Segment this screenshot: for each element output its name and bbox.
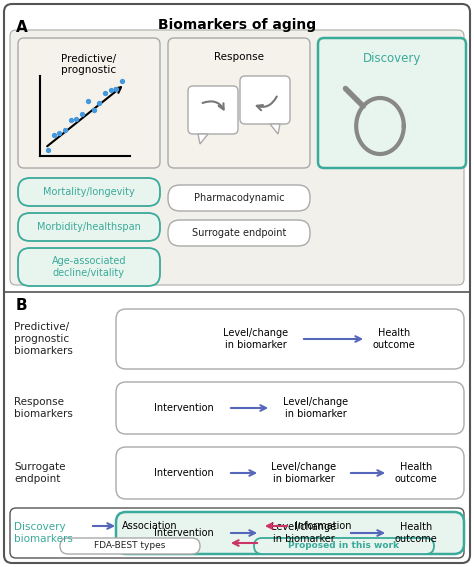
Text: Level/change
in biomarker: Level/change in biomarker xyxy=(272,462,337,484)
Text: Proposed in this work: Proposed in this work xyxy=(289,541,400,551)
FancyBboxPatch shape xyxy=(10,30,464,285)
Text: prognostic: prognostic xyxy=(62,65,117,75)
FancyBboxPatch shape xyxy=(116,382,464,434)
Text: B: B xyxy=(16,298,27,313)
Text: Intervention: Intervention xyxy=(154,403,214,413)
Point xyxy=(55,128,63,137)
Text: FDA-BEST types: FDA-BEST types xyxy=(94,541,166,551)
FancyBboxPatch shape xyxy=(18,178,160,206)
FancyBboxPatch shape xyxy=(254,538,434,554)
Polygon shape xyxy=(270,124,280,134)
FancyBboxPatch shape xyxy=(240,76,290,124)
Text: Level/change
in biomarker: Level/change in biomarker xyxy=(223,328,289,350)
Text: Predictive/
prognostic
biomarkers: Predictive/ prognostic biomarkers xyxy=(14,323,73,356)
FancyBboxPatch shape xyxy=(168,220,310,246)
FancyBboxPatch shape xyxy=(10,508,464,558)
Text: Surrogate
endpoint: Surrogate endpoint xyxy=(14,462,65,484)
Text: A: A xyxy=(16,20,28,35)
FancyBboxPatch shape xyxy=(116,447,464,499)
FancyBboxPatch shape xyxy=(168,38,310,168)
FancyBboxPatch shape xyxy=(168,185,310,211)
Text: Predictive/: Predictive/ xyxy=(62,54,117,64)
Point xyxy=(107,86,114,95)
Text: Discovery: Discovery xyxy=(363,52,421,65)
Text: Pharmacodynamic: Pharmacodynamic xyxy=(194,193,284,203)
FancyBboxPatch shape xyxy=(18,248,160,286)
FancyBboxPatch shape xyxy=(60,538,200,554)
Text: Level/change
in biomarker: Level/change in biomarker xyxy=(272,522,337,544)
FancyBboxPatch shape xyxy=(4,4,470,563)
FancyBboxPatch shape xyxy=(318,38,466,168)
Text: Morbidity/healthspan: Morbidity/healthspan xyxy=(37,222,141,232)
Text: Level/change
in biomarker: Level/change in biomarker xyxy=(283,397,348,419)
Text: Information: Information xyxy=(295,521,352,531)
Text: Surrogate endpoint: Surrogate endpoint xyxy=(192,228,286,238)
Point xyxy=(44,146,52,155)
FancyBboxPatch shape xyxy=(18,38,160,168)
Text: Intervention: Intervention xyxy=(154,528,214,538)
Text: Health
outcome: Health outcome xyxy=(395,462,438,484)
Text: Response
biomarkers: Response biomarkers xyxy=(14,397,73,419)
Text: Health
outcome: Health outcome xyxy=(373,328,415,350)
Point xyxy=(61,126,69,135)
Point xyxy=(67,115,74,124)
Point xyxy=(84,96,91,105)
Text: Intervention: Intervention xyxy=(154,468,214,478)
FancyBboxPatch shape xyxy=(188,86,238,134)
Text: Response: Response xyxy=(214,52,264,62)
Point xyxy=(95,99,103,108)
Text: Biomarkers of aging: Biomarkers of aging xyxy=(158,18,316,32)
Point xyxy=(78,110,86,119)
FancyBboxPatch shape xyxy=(18,213,160,241)
Point xyxy=(101,88,109,98)
Text: Age-associated
decline/vitality: Age-associated decline/vitality xyxy=(52,256,126,278)
Text: Mortality/longevity: Mortality/longevity xyxy=(43,187,135,197)
Text: Discovery
biomarkers: Discovery biomarkers xyxy=(14,522,73,544)
Point xyxy=(112,84,120,94)
Polygon shape xyxy=(198,134,208,144)
Text: Association: Association xyxy=(122,521,178,531)
Point xyxy=(118,76,126,85)
FancyBboxPatch shape xyxy=(116,309,464,369)
Point xyxy=(50,130,57,139)
Point xyxy=(73,115,80,124)
FancyBboxPatch shape xyxy=(116,512,464,554)
Point xyxy=(90,105,97,115)
Text: Health
outcome: Health outcome xyxy=(395,522,438,544)
